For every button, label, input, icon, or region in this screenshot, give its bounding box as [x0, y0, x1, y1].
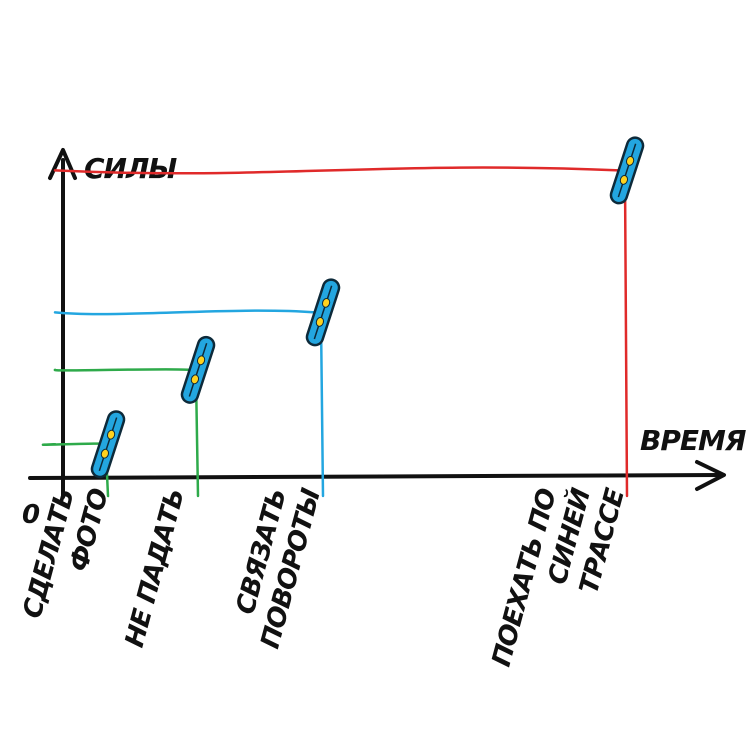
snowboard-icon [90, 410, 126, 479]
x-axis-label: ВРЕМЯ [640, 424, 746, 457]
y-axis-label: СИЛЫ [84, 152, 177, 185]
series-line-h-2 [53, 309, 317, 316]
category-label-1-0: НЕ ПАДАТЬ [120, 486, 191, 651]
origin-label: 0 [22, 500, 40, 530]
series-line-v-3 [623, 177, 629, 498]
series-line-h-3 [53, 166, 621, 175]
snowboard-icon [305, 278, 341, 347]
series-line-h-0 [41, 442, 105, 447]
snowboard-icon [180, 335, 216, 404]
snowboard-icon [609, 136, 645, 205]
series-line-v-2 [319, 319, 325, 498]
x-axis [28, 473, 722, 480]
marker-layer [90, 136, 645, 479]
y-axis-arrow [48, 148, 77, 180]
series-line-h-1 [53, 368, 192, 372]
x-axis-arrow [695, 460, 726, 491]
series-layer [41, 166, 629, 498]
